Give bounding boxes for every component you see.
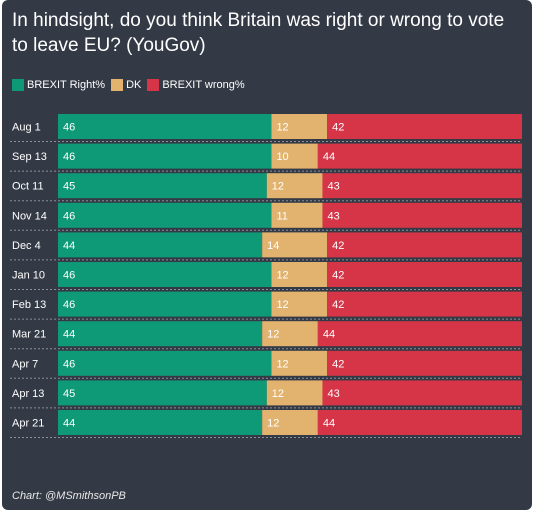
- data-label-wrong: 44: [323, 329, 335, 341]
- bar-wrong: [317, 410, 522, 435]
- category-label: Aug 1: [12, 122, 41, 134]
- data-label-right: 46: [63, 358, 75, 370]
- category-label: Apr 21: [12, 418, 44, 430]
- legend-label-dk: DK: [126, 79, 142, 91]
- data-label-dk: 10: [276, 151, 288, 163]
- data-label-right: 44: [63, 240, 75, 252]
- data-label-wrong: 42: [332, 299, 344, 311]
- bar-right: [58, 262, 272, 287]
- chart-title: In hindsight, do you think Britain was r…: [12, 10, 505, 56]
- data-label-dk: 12: [272, 388, 284, 400]
- bar-dk: [271, 262, 328, 287]
- category-label: Oct 11: [12, 181, 44, 193]
- data-label-dk: 12: [267, 329, 279, 341]
- category-label: Mar 21: [12, 329, 46, 341]
- data-label-right: 46: [63, 122, 75, 134]
- bar-dk: [266, 173, 323, 199]
- bar-dk: [271, 350, 328, 376]
- bar-wrong: [327, 262, 522, 287]
- bar-wrong: [327, 350, 522, 376]
- data-label-dk: 12: [276, 299, 288, 311]
- bar-right: [58, 232, 263, 258]
- bar-right: [58, 114, 272, 139]
- data-label-dk: 12: [276, 122, 288, 134]
- legend-swatch-right: [12, 79, 24, 91]
- category-label: Jan 10: [12, 270, 45, 282]
- data-label-right: 46: [63, 270, 75, 282]
- data-label-right: 44: [63, 329, 75, 341]
- data-label-wrong: 42: [332, 240, 344, 252]
- legend-label-wrong: BREXIT wrong%: [162, 79, 245, 91]
- data-label-wrong: 42: [332, 270, 344, 282]
- data-label-wrong: 44: [323, 151, 335, 163]
- data-label-right: 46: [63, 210, 75, 222]
- chart-credit: Chart: @MSmithsonPB: [12, 490, 126, 502]
- bar-dk: [262, 232, 328, 258]
- bar-wrong: [322, 380, 522, 406]
- bar-dk: [271, 291, 328, 317]
- legend: BREXIT Right% DK BREXIT wrong%: [12, 78, 251, 92]
- bar-dk: [266, 380, 323, 406]
- legend-item-dk: DK: [111, 79, 141, 91]
- bar-dk: [271, 143, 318, 169]
- category-label: Apr 13: [12, 388, 44, 400]
- data-label-right: 45: [63, 388, 75, 400]
- bar-wrong: [322, 173, 522, 199]
- legend-label-right: BREXIT Right%: [27, 79, 106, 91]
- bar-right: [58, 380, 267, 406]
- legend-item-right: BREXIT Right%: [12, 79, 105, 91]
- data-label-right: 45: [63, 181, 75, 193]
- data-label-dk: 12: [267, 418, 279, 430]
- data-label-dk: 12: [276, 358, 288, 370]
- data-label-right: 46: [63, 151, 75, 163]
- data-label-dk: 12: [276, 270, 288, 282]
- data-label-dk: 11: [276, 210, 287, 222]
- category-label: Dec 4: [12, 240, 41, 252]
- legend-swatch-dk: [111, 79, 124, 91]
- bar-right: [58, 321, 263, 347]
- bar-right: [58, 291, 272, 317]
- bar-right: [58, 350, 272, 376]
- data-label-right: 46: [63, 299, 75, 311]
- data-label-wrong: 42: [332, 122, 344, 134]
- bar-dk: [262, 410, 318, 435]
- data-label-wrong: 44: [323, 418, 335, 430]
- bar-right: [58, 202, 272, 228]
- bar-right: [58, 173, 267, 199]
- bar-dk: [262, 321, 318, 347]
- bar-dk: [271, 202, 323, 228]
- bar-right: [58, 143, 272, 169]
- bar-wrong: [317, 321, 522, 347]
- bar-wrong: [327, 114, 522, 139]
- data-label-wrong: 43: [327, 210, 339, 222]
- bar-wrong: [327, 291, 522, 317]
- category-label: Feb 13: [12, 299, 46, 311]
- data-label-wrong: 43: [327, 181, 339, 193]
- data-label-dk: 14: [267, 240, 279, 252]
- category-label: Sep 13: [12, 151, 47, 163]
- bar-dk: [271, 114, 328, 139]
- bar-wrong: [317, 143, 522, 169]
- data-label-wrong: 42: [332, 358, 344, 370]
- bar-wrong: [327, 232, 522, 258]
- data-label-dk: 12: [272, 181, 284, 193]
- category-label: Apr 7: [12, 358, 38, 370]
- data-label-right: 44: [63, 418, 75, 430]
- legend-item-wrong: BREXIT wrong%: [147, 79, 245, 91]
- legend-swatch-wrong: [147, 79, 160, 91]
- bar-wrong: [322, 202, 522, 228]
- bar-right: [58, 410, 263, 435]
- category-label: Nov 14: [12, 210, 47, 222]
- data-label-wrong: 43: [327, 388, 339, 400]
